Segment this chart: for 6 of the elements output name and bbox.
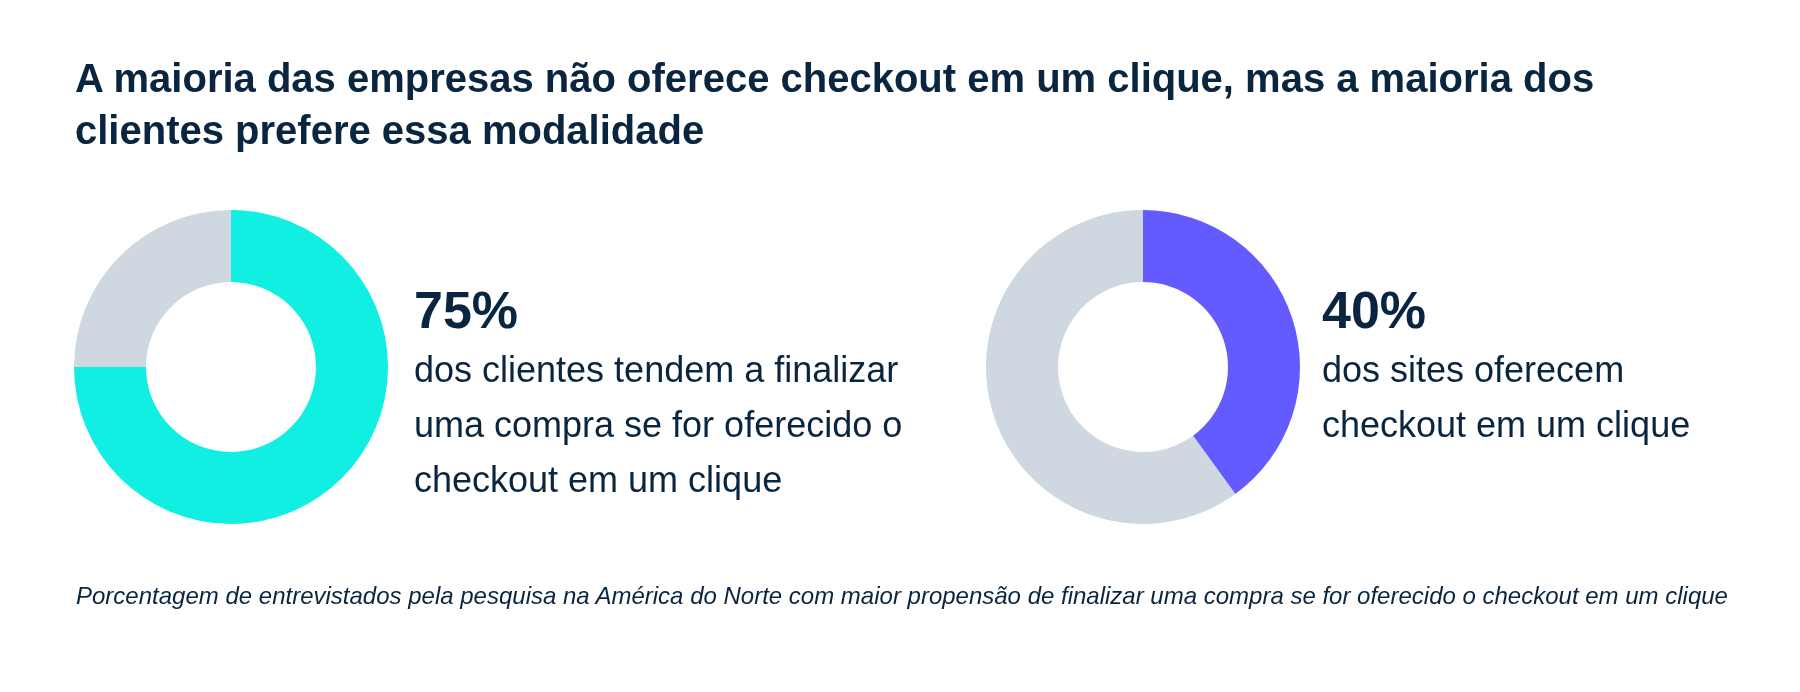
text: dos sites oferecem checkout em um clique <box>1322 348 1692 447</box>
text: Porcentagem de entrevistados pela pesquisa na América do Norte com maior propensão de finalizar uma compra se for oferecido o checkout em um clique <box>76 581 1728 609</box>
data-label: 40% <box>1322 281 1427 339</box>
text: A maioria das empresas não oferece checkout em um clique, mas a maioria dos clientes prefere essa modalidade <box>75 56 1606 152</box>
text: dos clientes tendem a finalizar uma compra se for oferecido o checkout em um clique <box>414 348 904 502</box>
data-label: 75% <box>414 281 519 339</box>
